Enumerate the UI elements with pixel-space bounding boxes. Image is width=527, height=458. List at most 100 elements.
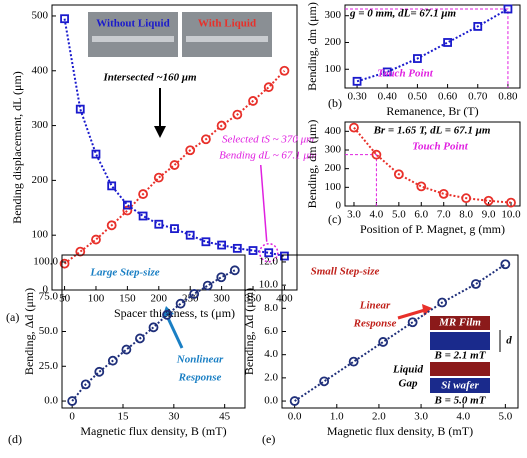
panel-label: (b)	[328, 96, 342, 110]
x-tick-label: 5.0	[498, 411, 512, 423]
arrowhead	[422, 304, 432, 316]
plot-frame	[344, 121, 521, 207]
x-axis-label: Spacer thickness, ts (μm)	[114, 306, 235, 320]
marker	[59, 258, 70, 269]
annotation: Response	[353, 318, 397, 330]
arrow	[397, 308, 426, 320]
marker	[232, 109, 243, 120]
marker	[185, 230, 195, 240]
marker	[473, 22, 483, 31]
y-tick-label: 300	[325, 9, 342, 21]
annotation: d	[506, 335, 512, 347]
plot-frame	[51, 4, 298, 291]
marker	[229, 265, 240, 276]
y-tick-label: 12.0	[259, 255, 279, 267]
y-tick-label: 25.0	[39, 360, 59, 372]
x-tick-label: 10.0	[501, 209, 521, 221]
x-axis-label: Magnetic flux density, B (mT)	[80, 424, 226, 438]
y-tick-label: 200	[32, 174, 49, 186]
arrowhead	[154, 126, 166, 138]
x-axis-label: Position of P. Magnet, g (mm)	[360, 222, 505, 236]
annotation: Liquid	[392, 364, 423, 376]
marker	[349, 122, 359, 133]
x-axis-label: Magnetic flux density, B (mT)	[327, 424, 473, 438]
y-tick-label: 300	[325, 144, 342, 156]
panel-label: (d)	[8, 432, 22, 446]
y-tick-label: 300	[32, 119, 49, 131]
marker	[263, 82, 274, 93]
annotation: Selected tS ~ 370 μm	[222, 134, 314, 146]
y-tick-label: 100	[325, 63, 342, 75]
highlight-ring	[258, 242, 279, 263]
marker	[169, 160, 180, 170]
y-tick-label: 6.0	[264, 325, 278, 337]
mr-film-box	[430, 316, 490, 330]
annotation: Response	[178, 372, 222, 384]
x-tick-label: 0.70	[468, 91, 488, 103]
pointer	[259, 164, 268, 242]
marker	[248, 246, 258, 255]
y-tick-label: 200	[325, 36, 342, 48]
x-axis-label: Remanence, Br (T)	[386, 104, 478, 118]
marker	[500, 259, 511, 270]
x-tick-label: 45	[219, 411, 231, 423]
y-axis-label: Bending, Δd (μm)	[22, 288, 36, 375]
marker	[189, 289, 200, 299]
mr-film-box	[430, 362, 490, 376]
marker	[138, 211, 148, 221]
marker	[407, 317, 418, 328]
annotation: Small Step-size	[311, 266, 380, 278]
marker	[437, 297, 448, 308]
annotation: Gap	[399, 378, 418, 390]
annotation: Intersected ~160 μm	[102, 72, 196, 84]
marker	[107, 181, 117, 191]
arrow	[166, 317, 184, 349]
annotation: MR Film	[438, 317, 481, 329]
photo-strip	[92, 36, 174, 42]
marker	[201, 134, 211, 145]
y-tick-label: 100.0	[33, 255, 58, 267]
marker	[503, 4, 513, 14]
series-line	[294, 263, 506, 402]
marker	[216, 120, 227, 131]
marker	[483, 195, 494, 206]
y-tick-label: 400	[32, 64, 49, 76]
y-axis-label: Bending, Δd (μm)	[242, 288, 256, 375]
marker	[122, 205, 133, 216]
marker	[153, 172, 164, 183]
y-tick-label: 200	[325, 162, 342, 174]
series-line	[356, 8, 509, 83]
marker	[443, 38, 452, 47]
marker	[393, 169, 404, 180]
marker	[248, 96, 258, 106]
marker	[280, 251, 289, 261]
panel-label: (c)	[328, 212, 341, 226]
x-tick-label: 0.60	[438, 91, 458, 103]
annotation: Without Liquid	[96, 18, 169, 30]
annotation: g = 0 mm, dL= 67.1 μm	[349, 8, 456, 20]
marker	[94, 366, 105, 377]
marker	[382, 67, 392, 77]
marker	[202, 280, 213, 291]
y-tick-label: 0.0	[264, 395, 278, 407]
y-tick-label: 0.0	[44, 395, 58, 407]
marker	[438, 188, 449, 199]
annotation: Nonlinear	[176, 354, 224, 366]
y-tick-label: 50.0	[39, 325, 59, 337]
y-tick-label: 4.0	[264, 348, 278, 360]
annotation: Linear	[359, 300, 391, 312]
series-line	[63, 18, 285, 257]
touch-guide	[345, 8, 509, 88]
y-tick-label: 8.0	[264, 302, 278, 314]
marker	[461, 193, 472, 204]
x-tick-label: 200	[151, 293, 168, 305]
marker	[319, 376, 330, 387]
x-tick-label: 100	[88, 293, 105, 305]
marker	[75, 104, 85, 114]
y-tick-label: 10.0	[259, 279, 279, 291]
x-tick-label: 4.0	[370, 209, 384, 221]
x-tick-label: 300	[213, 293, 230, 305]
photo-with-liquid	[182, 12, 272, 57]
marker	[122, 200, 132, 210]
